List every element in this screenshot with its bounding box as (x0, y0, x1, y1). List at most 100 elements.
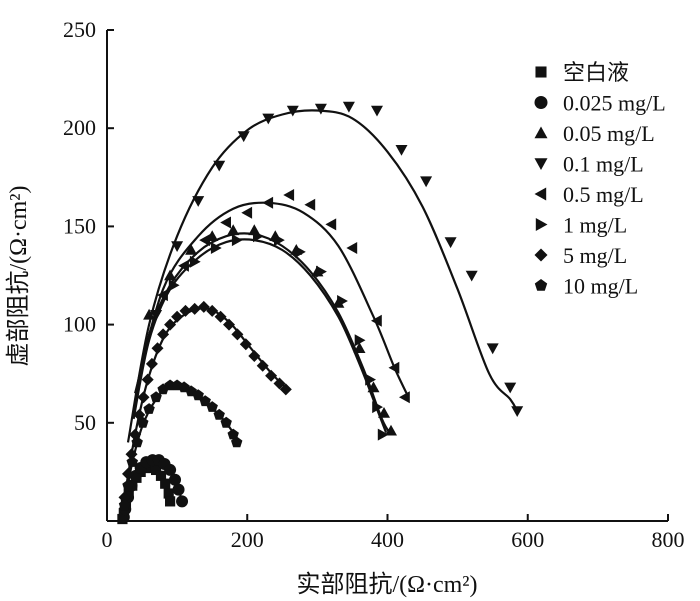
legend-marker (534, 279, 548, 291)
data-point (122, 479, 134, 491)
x-tick-label: 400 (371, 527, 404, 552)
data-point (213, 408, 225, 420)
data-point (248, 224, 261, 236)
fit-curve (134, 201, 410, 398)
data-point (231, 436, 243, 448)
legend-marker (535, 218, 548, 231)
data-point (192, 389, 204, 401)
data-point (210, 242, 222, 254)
data-point (150, 310, 163, 321)
data-point (145, 462, 156, 474)
data-point (185, 244, 198, 255)
data-point (314, 103, 327, 115)
data-point (295, 245, 306, 258)
data-point (122, 467, 134, 480)
data-point (316, 265, 327, 278)
legend-label: 0.025 mg/L (563, 91, 666, 116)
data-points (117, 101, 524, 525)
data-point (160, 478, 171, 489)
data-point (304, 198, 316, 211)
data-point (377, 428, 389, 441)
data-point (385, 424, 397, 436)
data-point (199, 395, 211, 407)
data-point (273, 377, 286, 390)
data-point (137, 391, 150, 404)
data-point (486, 343, 499, 355)
legend-marker (534, 96, 548, 109)
data-point (365, 373, 376, 386)
y-tick-label: 50 (74, 410, 96, 435)
data-point (165, 496, 176, 507)
data-point (395, 145, 408, 156)
fit-curve (132, 232, 392, 436)
data-point (197, 300, 210, 313)
data-point (176, 495, 189, 508)
data-point (248, 350, 261, 362)
data-point (279, 383, 292, 396)
legend-marker (535, 66, 547, 78)
y-tick-label: 100 (63, 312, 96, 337)
data-point (155, 470, 167, 481)
data-point (141, 373, 154, 386)
data-point (220, 216, 231, 229)
data-point (227, 428, 239, 440)
tick-labels: 0 200 400 600 800 50 100 150 200 250 (63, 17, 685, 552)
legend-marker (534, 126, 548, 139)
data-point (125, 448, 138, 461)
data-point (342, 101, 355, 113)
data-point (354, 334, 366, 347)
legend-label: 10 mg/L (563, 274, 638, 299)
fit-curve (126, 109, 519, 443)
data-point (227, 224, 240, 236)
legend-label: 0.1 mg/L (563, 152, 644, 177)
x-tick-label: 200 (231, 527, 264, 552)
data-point (163, 488, 174, 499)
y-tick-label: 200 (63, 115, 96, 140)
fit-curve (132, 238, 388, 433)
data-point (178, 259, 189, 272)
data-point (286, 105, 299, 117)
y-axis-label: 虚部阻抗/(Ω·cm²) (5, 186, 32, 367)
data-point (164, 318, 177, 331)
data-point (372, 401, 383, 414)
legend-label: 0.05 mg/L (563, 121, 655, 146)
data-point (253, 230, 264, 243)
data-point (420, 176, 433, 188)
y-tick-label: 250 (63, 17, 96, 42)
data-point (346, 242, 358, 254)
data-point (206, 304, 219, 317)
data-point (367, 381, 380, 393)
legend-marker (534, 158, 548, 170)
data-point (337, 295, 348, 307)
data-point (188, 302, 201, 315)
data-point (265, 369, 278, 382)
legend-label: 1 mg/L (563, 213, 627, 238)
data-point (151, 342, 164, 355)
data-point (143, 308, 156, 320)
data-point (150, 464, 162, 476)
data-point (145, 357, 158, 370)
legend-label: 0.5 mg/L (563, 182, 644, 207)
data-point (239, 338, 252, 351)
data-point (137, 416, 149, 428)
data-point (223, 318, 235, 331)
data-point (179, 304, 192, 317)
data-point (189, 255, 201, 268)
data-point (444, 237, 457, 249)
data-point (206, 401, 218, 412)
data-point (214, 310, 227, 323)
data-point (399, 391, 410, 404)
fit-curves (121, 109, 519, 520)
data-point (256, 359, 269, 372)
data-point (371, 314, 382, 327)
data-point (118, 499, 131, 511)
legend-marker (534, 187, 547, 201)
data-point (169, 473, 182, 486)
data-point (274, 234, 285, 247)
data-point (262, 113, 275, 125)
data-point (143, 403, 155, 414)
data-point (150, 391, 162, 403)
data-point (131, 436, 143, 448)
data-point (283, 189, 295, 201)
